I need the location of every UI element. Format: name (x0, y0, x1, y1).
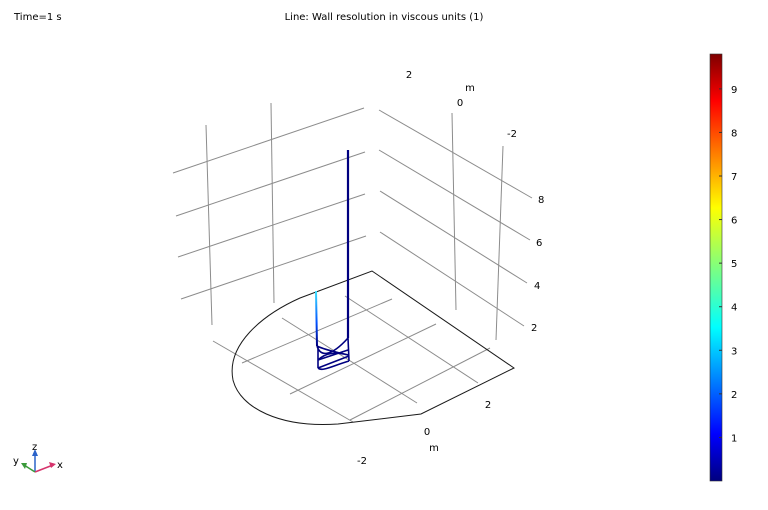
wall-line-left (315, 290, 318, 347)
chart-title: Line: Wall resolution in viscous units (… (285, 12, 484, 23)
colorbar-tick-label: 4 (731, 303, 737, 314)
bottom-loop (316, 337, 350, 371)
colorbar-tick-label: 6 (731, 216, 737, 227)
back-right-wall-grid (378, 109, 533, 341)
colorbar-tick-label: 7 (731, 172, 737, 183)
tick-label: -2 (357, 456, 367, 467)
triad-z-label: z (32, 442, 37, 453)
geometry-outline (231, 270, 515, 426)
z-axis-ticks: 8 6 4 2 (531, 195, 544, 334)
triad-x-label: x (57, 460, 63, 471)
colorbar (709, 53, 723, 482)
y-axis-ticks-top: 2 0 -2 m (406, 70, 517, 140)
tick-label: 0 (424, 427, 430, 438)
back-left-wall-grid (172, 102, 367, 326)
color-legend: 1 2 3 4 5 6 7 8 9 (709, 53, 737, 482)
colorbar-ticks: 1 2 3 4 5 6 7 8 9 (719, 85, 737, 444)
y-arrowhead (21, 463, 27, 469)
x-arrowhead (49, 462, 56, 468)
colorbar-tick-label: 8 (731, 128, 737, 139)
triad-y-label: y (13, 456, 19, 467)
tick-label: 2 (485, 400, 491, 411)
axis-unit-label: m (429, 443, 439, 454)
colorbar-tick-label: 2 (731, 390, 737, 401)
tick-label: 2 (531, 323, 537, 334)
z-arrowhead (32, 449, 38, 456)
colorbar-tick-label: 5 (731, 259, 737, 270)
colorbar-tick-label: 3 (731, 346, 737, 357)
tick-label: -2 (507, 129, 517, 140)
tick-label: 6 (536, 238, 542, 249)
x-axis-arrow (34, 464, 54, 473)
colorbar-tick-label: 9 (731, 85, 737, 96)
tick-label: 0 (457, 98, 463, 109)
axis-unit-label: m (465, 83, 475, 94)
time-label: Time=1 s (13, 12, 62, 23)
floor-grid (212, 295, 491, 423)
tick-label: 8 (538, 195, 544, 206)
tick-label: 2 (406, 70, 412, 81)
colorbar-tick-label: 1 (731, 433, 737, 444)
axis-triad[interactable]: z y x (13, 442, 63, 473)
tick-label: 4 (534, 281, 540, 292)
data-lines (315, 150, 350, 371)
x-axis-ticks-bottom: 2 0 -2 m (357, 400, 491, 467)
